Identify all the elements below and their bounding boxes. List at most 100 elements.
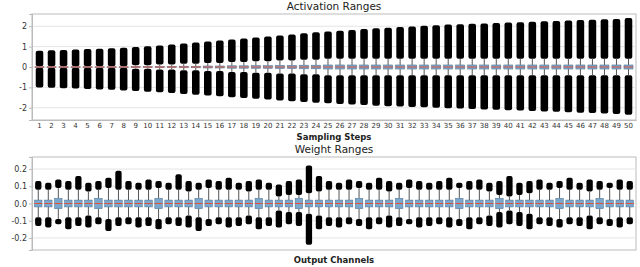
outliers-high xyxy=(256,179,262,189)
median xyxy=(496,203,504,204)
whisker-low xyxy=(508,69,509,75)
x-tick: 42 xyxy=(528,120,537,130)
whisker-low xyxy=(108,207,109,219)
whisker-high xyxy=(219,63,220,66)
outliers-low xyxy=(108,68,116,90)
whisker-low xyxy=(339,207,340,217)
box-group xyxy=(35,181,43,226)
whisker-low xyxy=(243,68,244,72)
x-tick: 8 xyxy=(121,120,125,130)
y-tick: -0.2 xyxy=(11,234,32,243)
box-group xyxy=(325,181,333,226)
whisker-low xyxy=(484,69,485,75)
box-group xyxy=(167,45,176,94)
box xyxy=(125,200,133,207)
y-tick-mark xyxy=(29,87,32,88)
outliers-high xyxy=(536,179,542,189)
box xyxy=(263,66,272,69)
outliers-high xyxy=(496,181,502,195)
whisker-high xyxy=(188,191,189,200)
whisker-high xyxy=(544,59,545,65)
y-tick: 0.0 xyxy=(14,200,32,209)
outliers-high xyxy=(324,32,332,59)
median xyxy=(420,67,429,68)
box-group xyxy=(35,51,44,88)
whisker-high xyxy=(472,59,473,65)
whisker-low xyxy=(379,207,380,217)
box-group xyxy=(235,183,243,226)
outliers-high xyxy=(206,179,212,188)
marks xyxy=(35,18,633,115)
outliers-high xyxy=(476,179,482,189)
box xyxy=(65,200,73,207)
outliers-high xyxy=(517,22,525,59)
outliers-high xyxy=(180,44,188,64)
outliers-high xyxy=(372,28,380,59)
y-tick: 0 xyxy=(22,63,32,72)
box-group xyxy=(506,176,514,224)
whisker-high xyxy=(599,190,600,199)
box-group xyxy=(375,178,383,224)
outliers-low xyxy=(586,216,592,230)
outliers-high xyxy=(286,181,292,195)
grid-line xyxy=(32,67,636,68)
whisker-high xyxy=(38,190,39,200)
box xyxy=(360,65,369,69)
whisker-low xyxy=(599,209,600,218)
median xyxy=(203,67,212,68)
outliers-high xyxy=(468,24,476,59)
box-group xyxy=(115,171,123,226)
outliers-low xyxy=(105,219,111,231)
outliers-high xyxy=(376,178,382,190)
outliers-high xyxy=(135,183,141,190)
x-tick: 15 xyxy=(203,120,212,130)
outliers-high xyxy=(586,179,592,191)
box xyxy=(408,65,417,69)
box xyxy=(415,200,423,207)
whisker-low xyxy=(219,68,220,71)
whisker-low xyxy=(248,207,249,216)
y-tick-mark xyxy=(29,169,32,170)
outliers-low xyxy=(536,217,542,224)
y-tick-label: 1 xyxy=(22,43,27,52)
whisker-high xyxy=(98,190,99,199)
x-tick: 44 xyxy=(552,120,561,130)
median xyxy=(405,203,413,204)
whisker-high xyxy=(278,197,279,200)
x-tick-label: 38 xyxy=(480,122,489,130)
whisker-low xyxy=(556,69,557,75)
whisker-low xyxy=(308,207,309,214)
median xyxy=(167,67,176,68)
y-tick-label: -2 xyxy=(19,104,27,113)
whisker-low xyxy=(569,207,570,217)
box-group xyxy=(205,179,213,226)
median xyxy=(576,203,584,204)
box-group xyxy=(263,36,272,99)
x-tick: 50 xyxy=(624,120,633,130)
box xyxy=(436,200,444,207)
box xyxy=(295,198,303,208)
outliers-high xyxy=(566,178,572,190)
whisker-high xyxy=(291,60,292,65)
box xyxy=(405,200,413,207)
outliers-low xyxy=(266,217,272,226)
x-tick: 41 xyxy=(516,120,525,130)
whisker-low xyxy=(278,207,279,210)
outliers-high xyxy=(72,49,80,66)
x-axis: 1234567891011121314151617181920212223242… xyxy=(33,120,637,130)
whisker-high xyxy=(460,59,461,65)
median xyxy=(325,203,333,204)
median xyxy=(552,67,561,68)
outliers-low xyxy=(386,216,392,228)
y-tick-mark xyxy=(29,26,32,27)
median xyxy=(45,203,53,204)
x-tick-label: 42 xyxy=(528,122,537,130)
outliers-high xyxy=(288,34,296,60)
outliers-high xyxy=(35,181,41,190)
outliers-high xyxy=(613,19,621,59)
box-group xyxy=(576,20,585,113)
outliers-high xyxy=(326,181,332,190)
whisker-high xyxy=(279,60,280,65)
whisker-high xyxy=(327,59,328,65)
outliers-high xyxy=(577,20,585,59)
